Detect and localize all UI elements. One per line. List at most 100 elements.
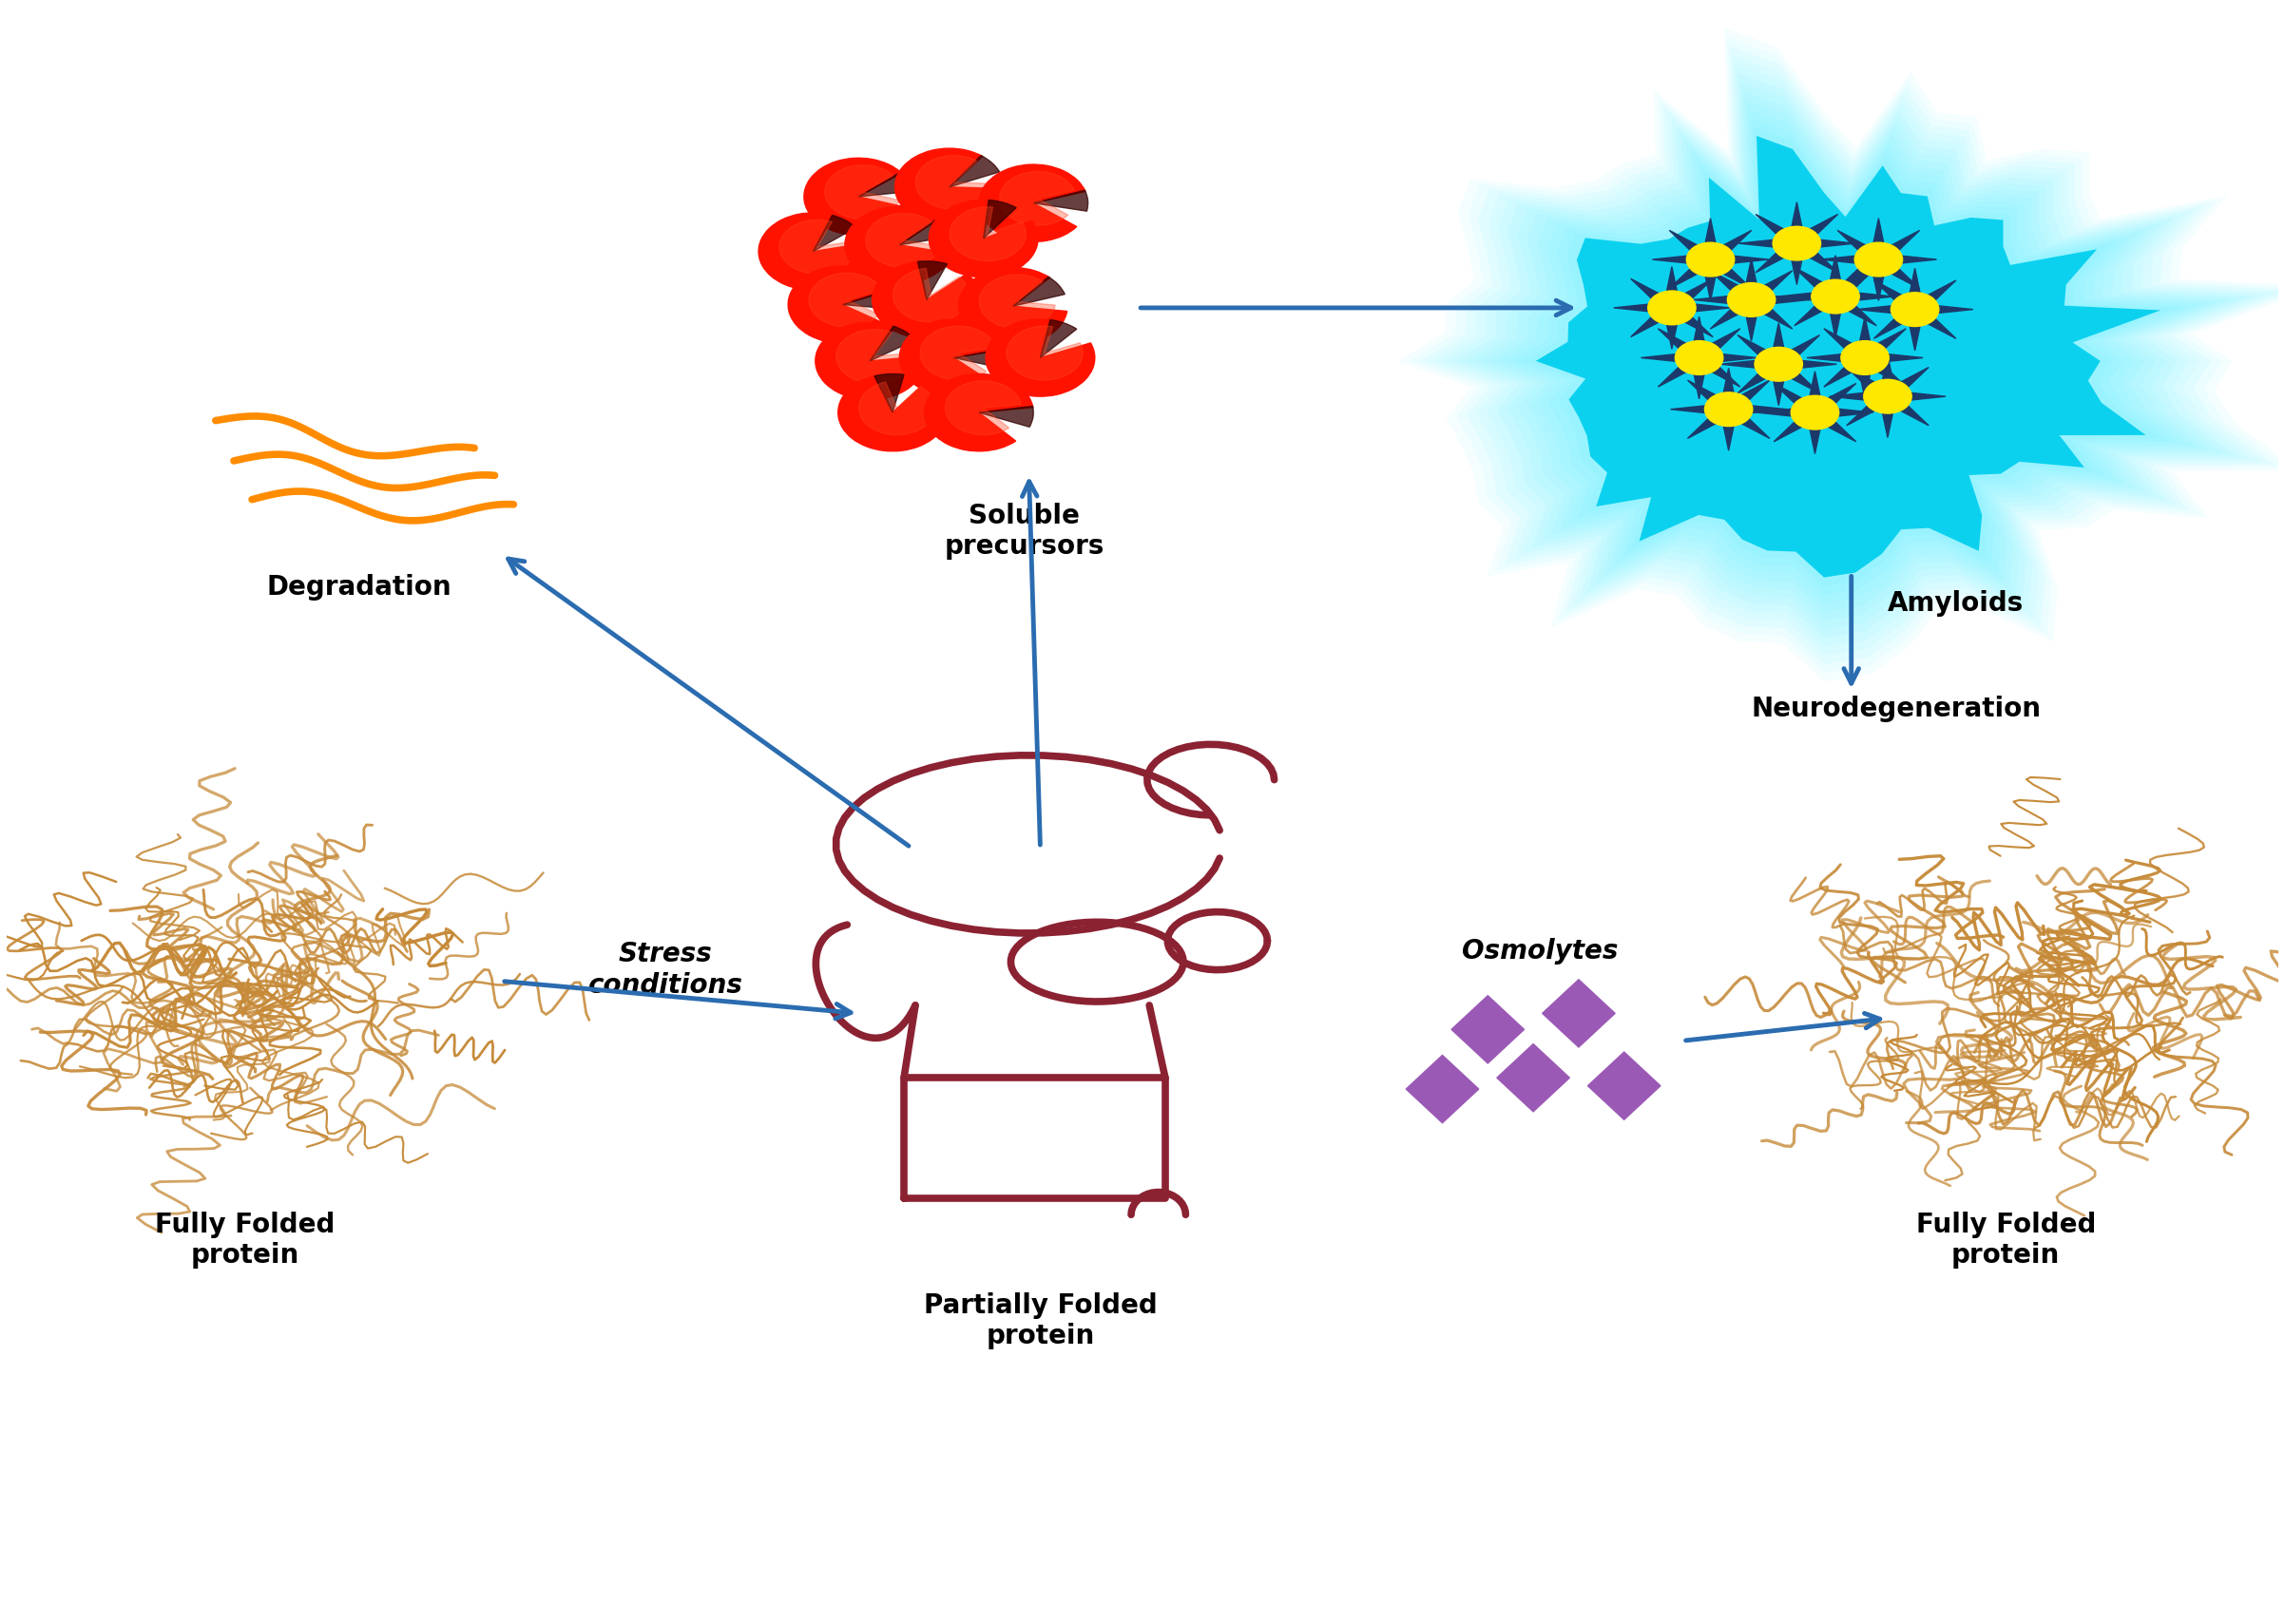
Polygon shape [1773, 375, 1785, 406]
Circle shape [1675, 341, 1723, 375]
Polygon shape [1874, 313, 1910, 338]
Wedge shape [900, 218, 953, 245]
Polygon shape [1908, 320, 1922, 351]
Polygon shape [1773, 416, 1810, 442]
Polygon shape [1821, 255, 1865, 265]
Polygon shape [1755, 214, 1791, 239]
Wedge shape [809, 273, 882, 326]
Polygon shape [1641, 352, 1684, 362]
Polygon shape [1922, 281, 1956, 305]
Polygon shape [1739, 239, 1782, 248]
Polygon shape [1709, 304, 1746, 330]
Polygon shape [1613, 304, 1657, 312]
Polygon shape [1757, 304, 1791, 330]
Polygon shape [1693, 369, 1705, 400]
Polygon shape [1785, 369, 1819, 393]
Circle shape [1892, 292, 1940, 326]
Polygon shape [1666, 318, 1677, 349]
Wedge shape [788, 266, 893, 343]
Polygon shape [1823, 362, 1860, 387]
Polygon shape [1828, 255, 1842, 286]
Polygon shape [1871, 362, 1906, 387]
Circle shape [1842, 341, 1890, 375]
Polygon shape [1734, 414, 1769, 438]
Wedge shape [804, 158, 909, 235]
Polygon shape [1881, 356, 1894, 387]
Polygon shape [1666, 266, 1677, 297]
Wedge shape [925, 374, 1033, 451]
Wedge shape [1005, 326, 1083, 380]
Wedge shape [953, 348, 1008, 369]
Wedge shape [980, 274, 1056, 328]
Polygon shape [1705, 328, 1741, 354]
Polygon shape [1871, 218, 1885, 248]
Polygon shape [1631, 279, 1666, 304]
Polygon shape [1842, 268, 1876, 292]
Text: Stress
conditions: Stress conditions [587, 940, 743, 999]
Polygon shape [1693, 296, 1737, 304]
Polygon shape [1705, 362, 1741, 387]
Polygon shape [1659, 328, 1693, 354]
Polygon shape [1807, 422, 1821, 453]
Wedge shape [957, 268, 1067, 344]
Polygon shape [1689, 380, 1723, 406]
Text: Fully Folded
protein: Fully Folded protein [1915, 1212, 2095, 1268]
Wedge shape [845, 206, 953, 284]
Polygon shape [1693, 317, 1705, 348]
Polygon shape [1542, 979, 1615, 1047]
Polygon shape [1794, 268, 1830, 292]
Polygon shape [1723, 369, 1734, 400]
Polygon shape [1714, 352, 1757, 362]
Polygon shape [1929, 305, 1972, 313]
Text: Amyloids: Amyloids [1887, 590, 2025, 617]
Wedge shape [978, 406, 1033, 427]
Polygon shape [1922, 313, 1956, 338]
Polygon shape [1885, 263, 1919, 289]
Polygon shape [1858, 305, 1901, 313]
Polygon shape [1830, 391, 1874, 401]
Polygon shape [1734, 380, 1769, 406]
Circle shape [1647, 291, 1695, 325]
Polygon shape [1894, 367, 1929, 393]
Circle shape [1755, 348, 1803, 382]
Polygon shape [1773, 383, 1810, 409]
Wedge shape [816, 322, 925, 400]
Polygon shape [1405, 1056, 1478, 1122]
Text: Partially Folded
protein: Partially Folded protein [923, 1293, 1156, 1350]
Polygon shape [1878, 352, 1924, 362]
Wedge shape [779, 219, 855, 274]
Circle shape [1865, 380, 1913, 414]
Wedge shape [1033, 190, 1088, 211]
Polygon shape [1837, 263, 1874, 289]
Polygon shape [1807, 372, 1821, 403]
Text: Neurodegeneration: Neurodegeneration [1750, 697, 2041, 723]
Wedge shape [896, 148, 1003, 226]
Wedge shape [839, 375, 946, 451]
Polygon shape [1773, 323, 1785, 354]
Wedge shape [875, 374, 905, 412]
Polygon shape [1670, 263, 1705, 289]
Polygon shape [1881, 406, 1894, 437]
Polygon shape [1737, 335, 1773, 361]
Polygon shape [1746, 310, 1757, 341]
Polygon shape [1812, 239, 1855, 248]
Polygon shape [1778, 292, 1821, 300]
Polygon shape [1723, 419, 1734, 450]
Polygon shape [1670, 231, 1705, 255]
Wedge shape [948, 156, 999, 187]
Wedge shape [866, 213, 941, 268]
Polygon shape [1689, 414, 1723, 438]
Wedge shape [983, 200, 1017, 239]
Polygon shape [1659, 362, 1693, 387]
Circle shape [1705, 393, 1753, 425]
PathPatch shape [1536, 136, 2162, 578]
Polygon shape [1743, 404, 1787, 414]
Wedge shape [985, 318, 1095, 396]
Polygon shape [1894, 401, 1929, 425]
Polygon shape [1746, 258, 1757, 289]
Wedge shape [859, 382, 935, 435]
Polygon shape [1766, 296, 1810, 304]
Polygon shape [1677, 279, 1714, 304]
Polygon shape [1871, 328, 1906, 354]
Polygon shape [1908, 268, 1922, 299]
